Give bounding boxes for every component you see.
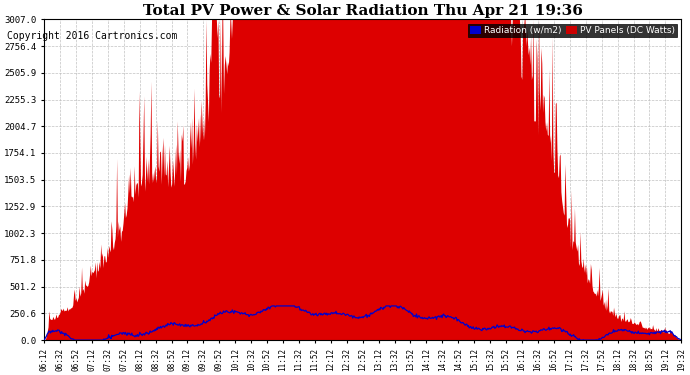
- Title: Total PV Power & Solar Radiation Thu Apr 21 19:36: Total PV Power & Solar Radiation Thu Apr…: [143, 4, 582, 18]
- Legend: Radiation (w/m2), PV Panels (DC Watts): Radiation (w/m2), PV Panels (DC Watts): [469, 24, 677, 38]
- Text: Copyright 2016 Cartronics.com: Copyright 2016 Cartronics.com: [7, 32, 177, 41]
